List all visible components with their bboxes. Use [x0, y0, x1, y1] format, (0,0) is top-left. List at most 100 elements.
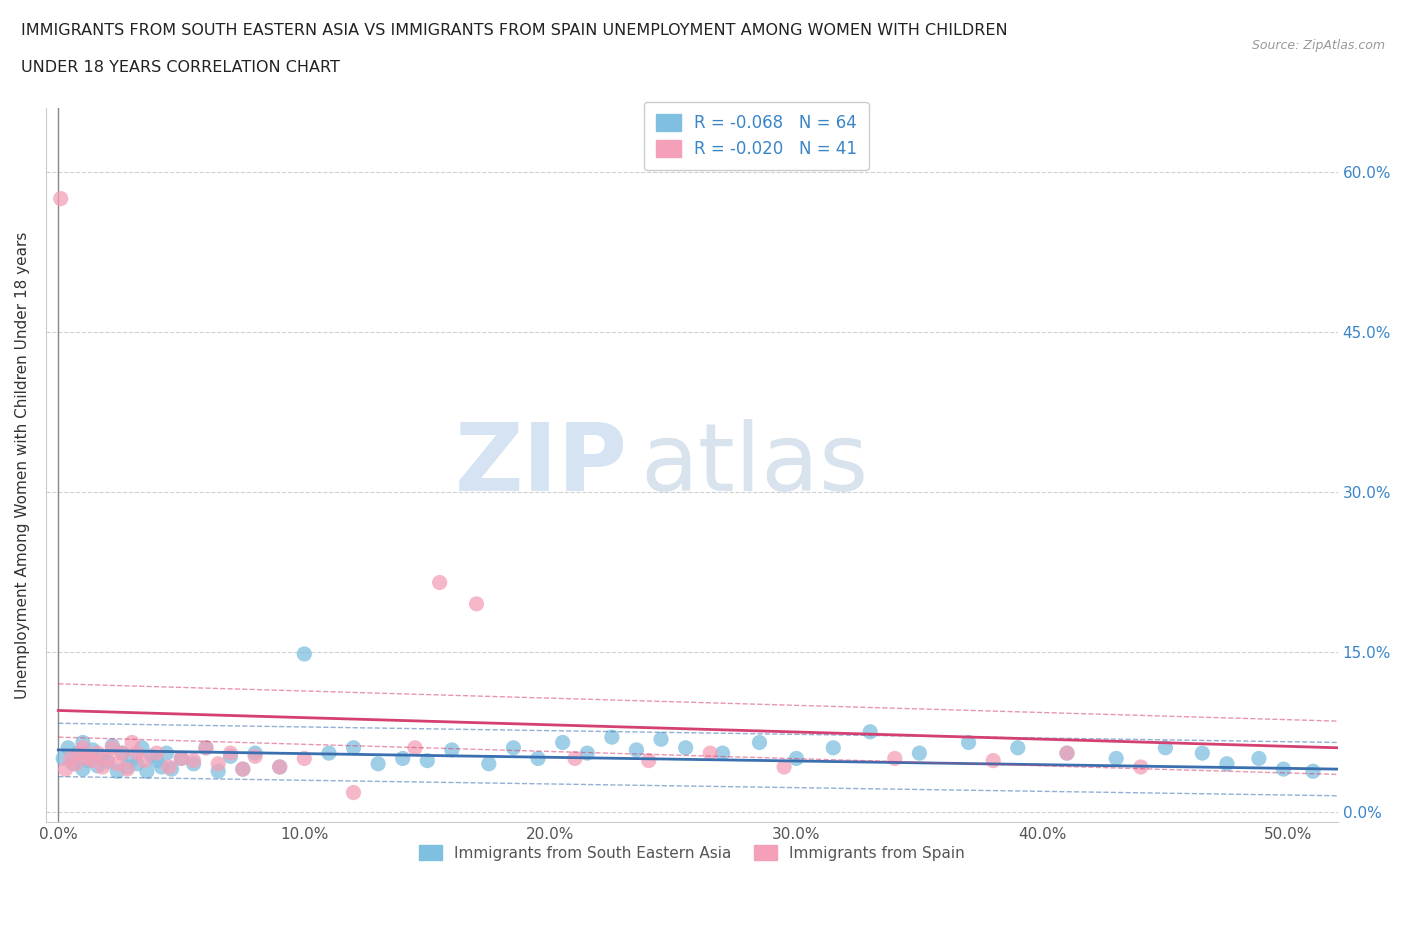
- Point: [82, 742, 104, 757]
- Point: [232, 762, 254, 777]
- Point: [55, 762, 77, 777]
- Point: [269, 760, 291, 775]
- Point: [66, 746, 89, 761]
- Point: [86, 759, 108, 774]
- Point: [96, 754, 118, 769]
- Point: [1191, 746, 1213, 761]
- Point: [65, 756, 87, 771]
- Point: [859, 724, 882, 739]
- Point: [157, 760, 180, 775]
- Point: [62, 756, 84, 771]
- Point: [404, 740, 426, 755]
- Point: [342, 785, 364, 800]
- Point: [101, 738, 124, 753]
- Point: [269, 760, 291, 775]
- Point: [292, 646, 315, 661]
- Point: [785, 751, 807, 766]
- Point: [440, 742, 463, 757]
- Point: [883, 751, 905, 766]
- Point: [1302, 764, 1324, 778]
- Point: [194, 740, 217, 755]
- Point: [207, 756, 229, 771]
- Point: [207, 764, 229, 778]
- Text: UNDER 18 YEARS CORRELATION CHART: UNDER 18 YEARS CORRELATION CHART: [21, 60, 340, 75]
- Point: [52, 751, 75, 766]
- Point: [576, 746, 599, 761]
- Point: [650, 732, 672, 747]
- Point: [145, 753, 167, 768]
- Point: [125, 746, 148, 761]
- Point: [49, 192, 72, 206]
- Point: [318, 746, 340, 761]
- Point: [1105, 751, 1128, 766]
- Point: [219, 749, 242, 764]
- Point: [101, 740, 124, 755]
- Point: [170, 751, 193, 766]
- Point: [150, 760, 173, 775]
- Point: [773, 760, 796, 775]
- Point: [183, 756, 205, 771]
- Text: IMMIGRANTS FROM SOUTH EASTERN ASIA VS IMMIGRANTS FROM SPAIN UNEMPLOYMENT AMONG W: IMMIGRANTS FROM SOUTH EASTERN ASIA VS IM…: [21, 23, 1008, 38]
- Point: [145, 746, 167, 761]
- Point: [72, 735, 94, 750]
- Text: ZIP: ZIP: [454, 419, 627, 512]
- Point: [134, 753, 156, 768]
- Text: Source: ZipAtlas.com: Source: ZipAtlas.com: [1251, 39, 1385, 52]
- Text: atlas: atlas: [640, 419, 869, 512]
- Point: [111, 746, 134, 761]
- Point: [342, 740, 364, 755]
- Point: [170, 751, 193, 766]
- Point: [160, 762, 183, 777]
- Point: [183, 753, 205, 768]
- Point: [1007, 740, 1029, 755]
- Point: [141, 749, 163, 764]
- Point: [155, 746, 177, 761]
- Point: [675, 740, 697, 755]
- Point: [908, 746, 931, 761]
- Point: [243, 749, 266, 764]
- Point: [981, 753, 1004, 768]
- Point: [219, 746, 242, 761]
- Point: [135, 764, 157, 778]
- Point: [391, 751, 413, 766]
- Point: [527, 751, 550, 766]
- Point: [59, 751, 82, 766]
- Point: [429, 575, 451, 590]
- Point: [465, 596, 488, 611]
- Point: [194, 740, 217, 755]
- Point: [637, 753, 659, 768]
- Point: [125, 756, 148, 771]
- Point: [76, 753, 98, 768]
- Point: [551, 735, 574, 750]
- Point: [243, 746, 266, 761]
- Point: [416, 753, 439, 768]
- Point: [105, 764, 128, 778]
- Point: [1056, 746, 1078, 761]
- Point: [1272, 762, 1295, 777]
- Point: [823, 740, 845, 755]
- Point: [86, 746, 108, 761]
- Point: [131, 740, 153, 755]
- Point: [600, 730, 623, 745]
- Point: [69, 746, 91, 761]
- Point: [96, 751, 118, 766]
- Point: [105, 756, 128, 771]
- Point: [564, 751, 586, 766]
- Point: [1247, 751, 1270, 766]
- Point: [115, 762, 138, 777]
- Point: [111, 746, 134, 761]
- Point: [1216, 756, 1239, 771]
- Point: [1056, 746, 1078, 761]
- Point: [91, 760, 114, 775]
- Point: [626, 742, 648, 757]
- Point: [478, 756, 501, 771]
- Point: [748, 735, 770, 750]
- Point: [957, 735, 980, 750]
- Point: [72, 740, 94, 755]
- Point: [292, 751, 315, 766]
- Point: [1154, 740, 1177, 755]
- Point: [367, 756, 389, 771]
- Legend: Immigrants from South Eastern Asia, Immigrants from Spain: Immigrants from South Eastern Asia, Immi…: [411, 837, 973, 869]
- Point: [115, 760, 138, 775]
- Point: [711, 746, 734, 761]
